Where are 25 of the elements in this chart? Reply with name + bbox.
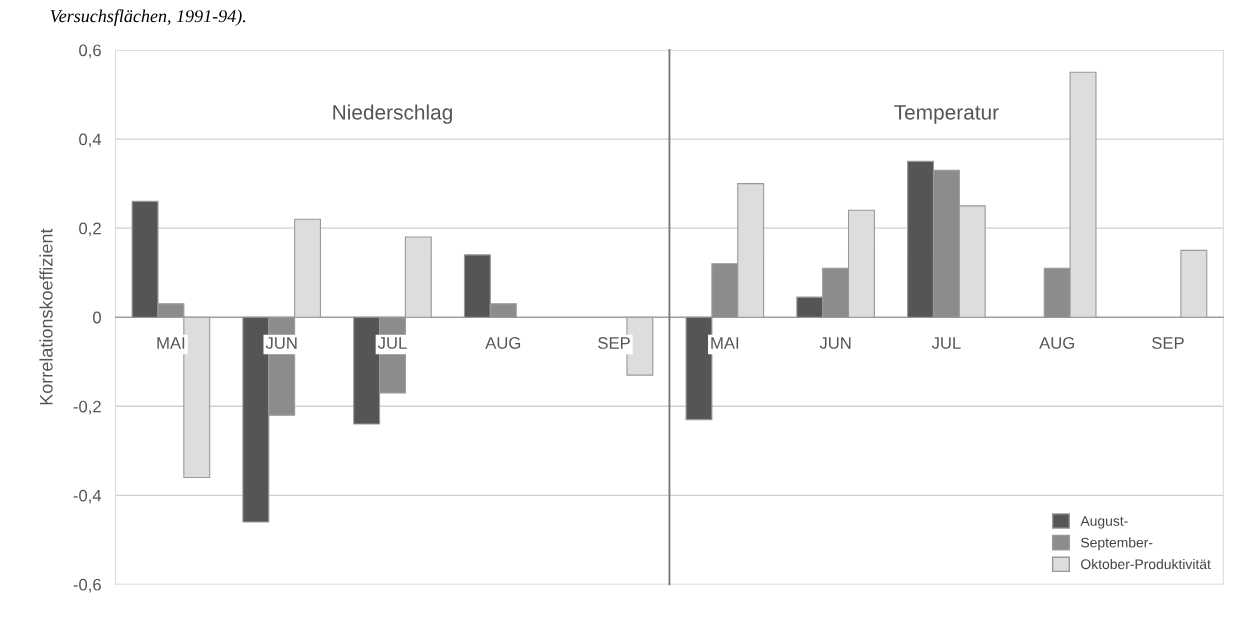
y-tick-label: -0,2 [73,400,101,415]
legend-label: August- [1080,516,1128,529]
x-tick-label: SEP [1152,337,1184,349]
y-axis-title: Korrelationskoeffizient [39,228,53,405]
x-tick-label: MAI [711,337,739,349]
text: Temperatur [894,105,999,124]
y-tick-label: 0,4 [79,133,102,148]
y-tick-label: -0,6 [73,578,101,593]
x-tick-label: JUN [265,337,297,349]
x-tick-label: AUG [485,337,521,349]
legend-label: Oktober-Produktivität [1081,558,1211,570]
legend-label: September- [1081,537,1153,551]
text: Versuchsflächen, 1991-94). [50,9,246,26]
x-tick-label: JUL [377,337,407,349]
x-tick-label: AUG [1039,337,1074,349]
x-tick-label: SEP [598,337,630,349]
x-tick-label: MAI [157,337,185,349]
x-tick-label: JUN [819,337,851,349]
y-tick-label: -0,4 [73,489,102,504]
y-tick-label: 0,2 [79,222,101,237]
x-tick-label: JUL [931,337,961,349]
text: Niederschlag [333,104,452,124]
y-tick-label: 0,6 [79,44,101,59]
y-tick-label: 0 [93,311,101,324]
bar [1180,249,1208,318]
